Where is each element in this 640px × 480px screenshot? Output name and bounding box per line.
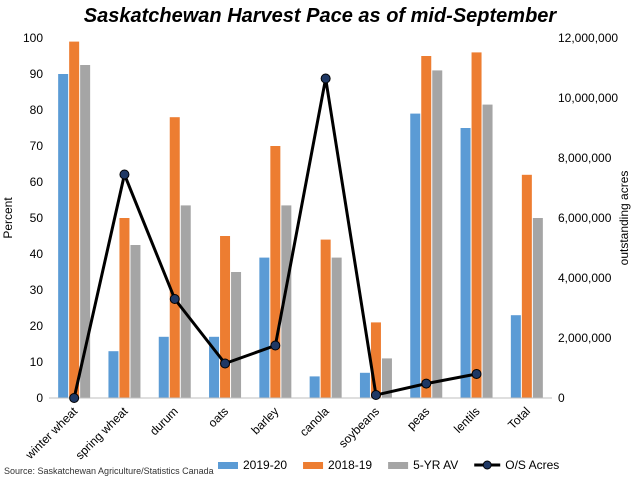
x-tick-label: oats	[205, 404, 231, 430]
bar	[108, 351, 119, 398]
legend-label: O/S Acres	[505, 458, 559, 472]
y2-tick-label: 8,000,000	[558, 151, 612, 165]
os-acres-point	[119, 169, 130, 180]
legend-swatch	[218, 462, 238, 469]
legend-label: 5-YR AV	[413, 458, 458, 472]
bar	[432, 70, 443, 399]
bar	[510, 315, 521, 398]
y-tick-label: 10	[30, 355, 44, 369]
os-acres-point	[320, 73, 331, 84]
y2-tick-label: 6,000,000	[558, 211, 612, 225]
bar	[521, 174, 532, 398]
bar	[421, 56, 432, 398]
legend-marker	[482, 460, 492, 470]
legend-swatch	[303, 462, 324, 469]
y-tick-label: 90	[30, 67, 44, 81]
bar	[410, 113, 421, 398]
x-tick-label: durum	[147, 404, 181, 438]
y-tick-label: 0	[36, 391, 43, 405]
bar	[532, 218, 543, 398]
y-tick-label: 70	[30, 139, 44, 153]
bar	[471, 52, 482, 399]
x-tick-label: winter wheat	[22, 404, 81, 463]
bar	[281, 205, 292, 398]
bar	[231, 272, 242, 398]
bar	[130, 245, 141, 398]
legend-label: 2019-20	[243, 458, 287, 472]
legend: 2019-20 2018-19 5-YR AV O/S Acres	[218, 458, 559, 472]
bar	[259, 257, 270, 398]
y-tick-label: 40	[30, 247, 44, 261]
y-tick-label: 30	[30, 283, 44, 297]
y-tick-label: 60	[30, 175, 44, 189]
bar	[220, 236, 231, 398]
bar	[482, 104, 493, 398]
bar	[381, 358, 392, 398]
y2-tick-label: 4,000,000	[558, 271, 612, 285]
bar	[169, 117, 180, 398]
bar	[80, 65, 91, 398]
x-tick-label: soybeans	[336, 404, 382, 450]
os-acres-point	[169, 294, 180, 304]
legend-label: 2018-19	[328, 458, 372, 472]
os-acres-point	[220, 358, 231, 369]
y2-tick-label: 2,000,000	[558, 331, 612, 345]
bar	[158, 336, 169, 398]
chart-title: Saskatchewan Harvest Pace as of mid-Sept…	[84, 5, 558, 27]
source-note: Source: Saskatchewan Agriculture/Statist…	[4, 466, 214, 476]
x-tick-label: spring wheat	[73, 404, 131, 462]
x-tick-label: barley	[248, 404, 281, 437]
os-acres-point	[421, 378, 432, 389]
os-acres-point	[69, 393, 80, 403]
bar	[320, 239, 331, 398]
y2-tick-label: 0	[558, 391, 565, 405]
y2-tick-label: 10,000,000	[558, 91, 618, 105]
bar	[58, 74, 69, 398]
y-axis-title: Percent	[1, 197, 15, 239]
x-tick-label: canola	[297, 404, 332, 439]
bar	[69, 41, 80, 398]
os-acres-point	[270, 340, 281, 351]
y-tick-label: 20	[30, 319, 44, 333]
bar	[309, 376, 320, 398]
x-tick-label: peas	[404, 404, 432, 432]
bar	[209, 336, 220, 398]
y-tick-label: 50	[30, 211, 44, 225]
y-tick-label: 100	[23, 31, 43, 45]
plot-area: 0 10 20 30 40 50 60 70 80 90 100 0 2,000,000 4,000,00…	[22, 31, 618, 462]
y2-tick-label: 12,000,000	[558, 31, 618, 45]
legend-swatch	[388, 462, 409, 469]
bar	[270, 146, 281, 398]
y-tick-label: 80	[30, 103, 44, 117]
bar	[370, 322, 381, 398]
bar	[359, 372, 370, 398]
x-tick-label: lentils	[451, 404, 483, 436]
bar	[331, 257, 342, 398]
x-tick-label: Total	[505, 404, 533, 432]
os-acres-point	[370, 390, 381, 400]
bar	[180, 205, 191, 398]
bar	[119, 218, 130, 398]
os-acres-point	[471, 369, 482, 379]
bar	[460, 128, 471, 398]
y2-axis-title: outstanding acres	[617, 171, 631, 266]
